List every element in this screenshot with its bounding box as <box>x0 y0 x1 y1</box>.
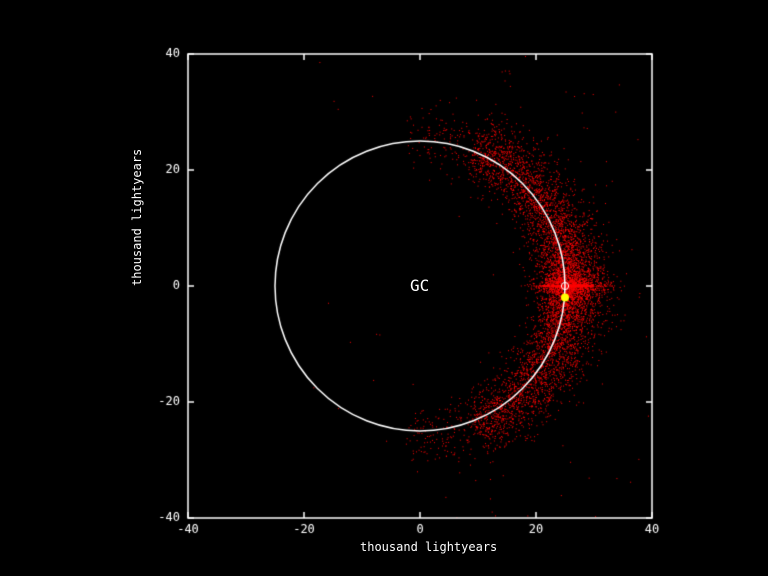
y-axis-label: thousand lightyears <box>130 149 144 286</box>
center-label: GC <box>410 276 429 295</box>
x-axis-label: thousand lightyears <box>360 540 497 554</box>
chart-container: thousand lightyears thousand lightyears … <box>0 0 768 576</box>
scatter-plot-canvas <box>0 0 768 576</box>
